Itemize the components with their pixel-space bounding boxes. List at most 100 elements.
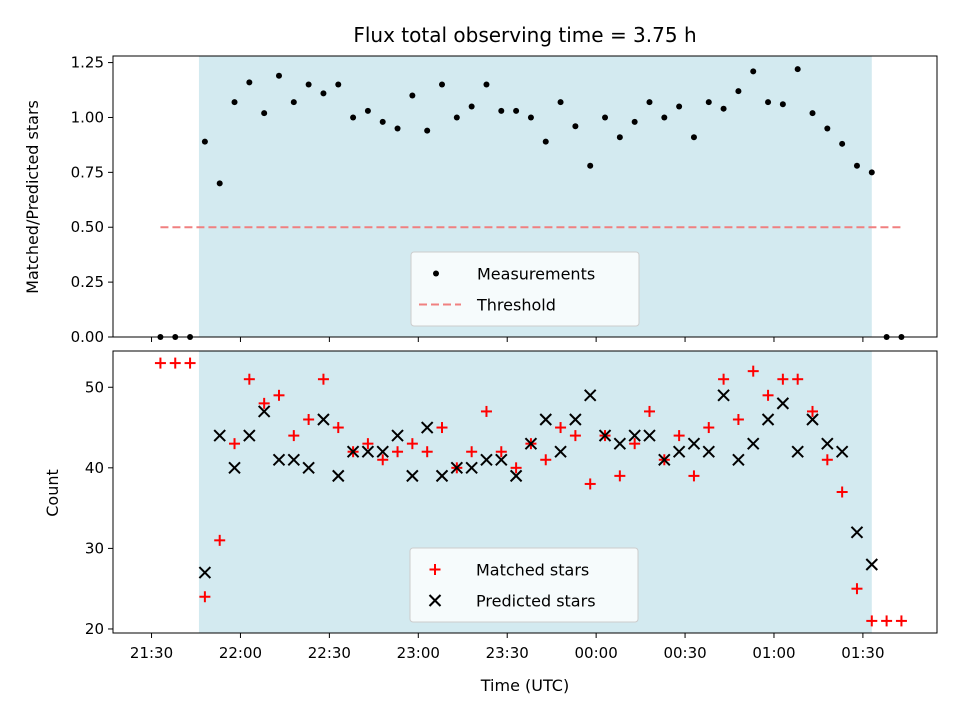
chart-title: Flux total observing time = 3.75 h [353, 23, 696, 47]
matched-star-point [436, 422, 448, 434]
measurement-point [750, 68, 757, 75]
predicted-star-point [732, 453, 745, 466]
measurement-point [720, 105, 727, 112]
predicted-star-point [539, 413, 552, 426]
predicted-star-point [806, 413, 819, 426]
predicted-star-point [584, 389, 597, 402]
bottom-y-tick-label: 50 [85, 378, 104, 396]
predicted-star-point [569, 413, 582, 426]
measurement-point [216, 180, 223, 187]
predicted-star-point [835, 445, 849, 458]
matched-star-point [866, 615, 878, 627]
predicted-star-point [761, 413, 775, 426]
matched-star-point [629, 438, 641, 450]
matched-star-point [881, 615, 893, 627]
measurement-point [676, 103, 683, 110]
x-axis-label: Time (UTC) [480, 676, 569, 695]
matched-star-point [258, 397, 270, 409]
predicted-star-point [702, 445, 715, 458]
predicted-star-point [361, 445, 375, 458]
measurement-point [513, 107, 520, 114]
measurement-point [409, 92, 416, 99]
matched-star-point [792, 373, 804, 385]
bottom-y-tick-label: 40 [85, 459, 104, 477]
predicted-star-point [776, 397, 790, 410]
measurement-point [468, 103, 475, 110]
matched-star-point [184, 357, 196, 369]
legend-label: Matched stars [476, 561, 589, 580]
matched-star-point [777, 373, 789, 385]
x-tick-label: 00:00 [575, 644, 618, 662]
matched-star-point [643, 405, 655, 417]
measurement-point [275, 72, 282, 79]
measurement-point [646, 99, 653, 106]
matched-star-point [288, 430, 300, 442]
predicted-star-point [687, 437, 701, 450]
measurement-point [690, 134, 697, 141]
matched-star-point [495, 446, 507, 458]
predicted-star-point [435, 469, 449, 483]
predicted-star-point [302, 461, 315, 475]
measurement-point [779, 101, 786, 108]
matched-star-point [169, 357, 181, 369]
top-y-tick-label: 0.50 [71, 218, 104, 236]
matched-star-point [510, 462, 522, 474]
matched-star-point [688, 470, 700, 482]
x-tick-label: 00:30 [663, 644, 706, 662]
x-tick-label: 22:30 [308, 644, 351, 662]
predicted-star-point [747, 437, 760, 450]
measurement-point [246, 79, 253, 86]
measurement-point [631, 118, 638, 125]
measurement-point [231, 99, 238, 106]
measurement-point [261, 110, 268, 117]
measurement-point [587, 162, 594, 169]
matched-star-point [747, 365, 759, 377]
matched-star-point [362, 438, 374, 450]
legend-plus-marker [429, 564, 441, 575]
measurement-point [290, 99, 297, 106]
measurement-point [542, 138, 549, 145]
measurement-point [602, 114, 609, 121]
measurement-point [335, 81, 342, 88]
predicted-star-point [821, 437, 834, 450]
matched-star-point [555, 422, 567, 434]
measurement-point [305, 81, 312, 88]
predicted-star-point [391, 429, 404, 442]
predicted-star-point [524, 437, 538, 450]
measurement-point [765, 99, 772, 106]
predicted-star-point [865, 558, 878, 571]
top-y-tick-label: 0.25 [71, 273, 104, 291]
matched-star-point [732, 413, 744, 425]
matched-star-point [836, 486, 848, 498]
predicted-star-point [628, 429, 641, 442]
matched-star-point [154, 357, 166, 369]
matched-star-point [406, 438, 418, 450]
top-legend: Measurements Threshold [410, 251, 640, 327]
top-axes-frame [112, 55, 938, 338]
matched-star-point [584, 478, 596, 490]
predicted-star-point [598, 429, 612, 442]
measurement-point [839, 140, 846, 147]
bottom-y-tick-label: 20 [85, 620, 104, 638]
predicted-star-point [672, 445, 686, 458]
matched-star-point [303, 413, 315, 425]
predicted-star-point [376, 445, 389, 458]
matched-star-point [895, 615, 907, 627]
measurement-point [498, 107, 505, 114]
measurement-point [809, 110, 816, 117]
measurement-point [572, 123, 579, 130]
measurement-point [824, 125, 831, 132]
x-tick-label: 01:30 [841, 644, 884, 662]
predicted-star-point [198, 566, 212, 579]
measurement-point [527, 114, 534, 121]
top-y-axis-label: Matched/Predicted stars [23, 100, 42, 294]
measurement-point [557, 99, 564, 106]
matched-star-point [851, 583, 863, 595]
matched-star-point [614, 470, 626, 482]
matched-star-point [199, 591, 211, 603]
legend-label: Measurements [477, 265, 595, 284]
matched-star-point [392, 446, 404, 458]
matched-star-point [243, 373, 255, 385]
predicted-star-point [791, 445, 804, 458]
x-tick-label: 23:30 [486, 644, 529, 662]
